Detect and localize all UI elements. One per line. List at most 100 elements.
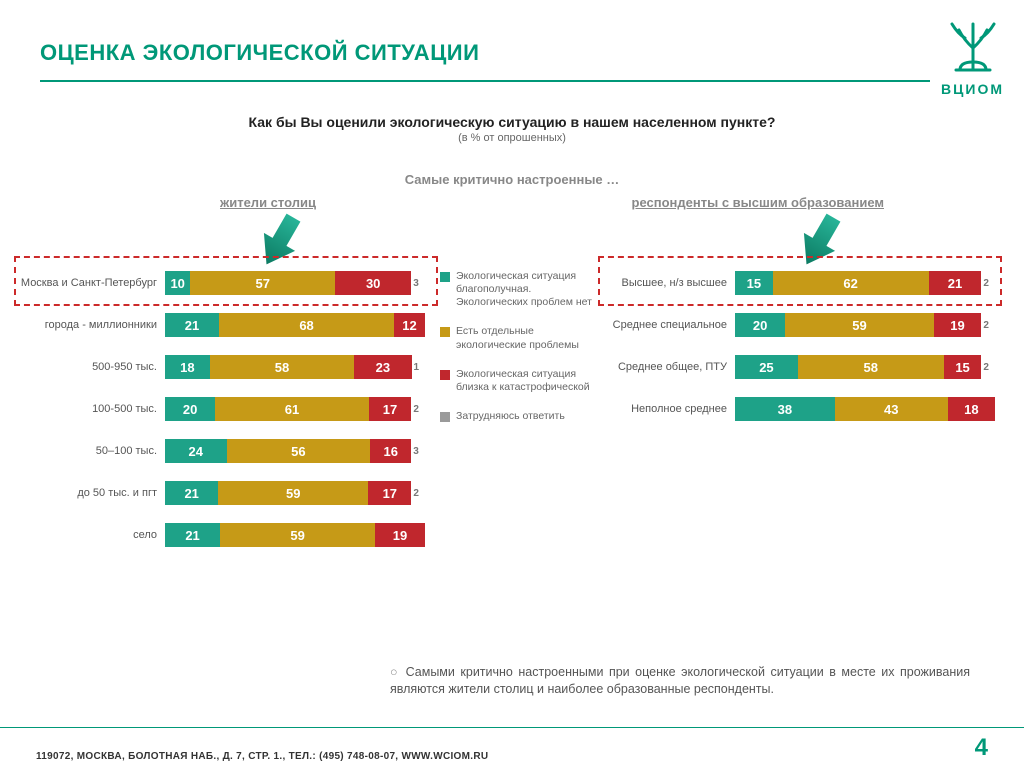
- legend: Экологическая ситуация благополучная. Эк…: [440, 262, 600, 556]
- bar-segment: 15: [735, 271, 773, 295]
- group-label-left: жители столиц: [220, 195, 316, 210]
- brand-text: ВЦИОМ: [941, 81, 1004, 97]
- bar-segment: 58: [210, 355, 354, 379]
- bar-segment: 30: [335, 271, 411, 295]
- row-label: 100-500 тыс.: [20, 403, 165, 416]
- legend-label: Экологическая ситуация близка к катастро…: [456, 368, 600, 394]
- bar-segment: 16: [370, 439, 411, 463]
- bar-segment: 43: [835, 397, 948, 421]
- bar-segment: 20: [735, 313, 785, 337]
- footer-address: 119072, МОСКВА, БОЛОТНАЯ НАБ., Д. 7, СТР…: [36, 751, 488, 762]
- stacked-bar: 1858231: [165, 355, 425, 379]
- bar-segment: 24: [165, 439, 227, 463]
- bar-segment: 61: [215, 397, 368, 421]
- legend-swatch: [440, 412, 450, 422]
- legend-item: Экологическая ситуация благополучная. Эк…: [440, 270, 600, 309]
- stacked-bar: 1562212: [735, 271, 995, 295]
- bar-segment: 18: [948, 397, 995, 421]
- stacked-bar: 2059192: [735, 313, 995, 337]
- question-text: Как бы Вы оценили экологическую ситуацию…: [0, 114, 1024, 130]
- bar-segment: 57: [190, 271, 335, 295]
- legend-label: Есть отдельные экологические проблемы: [456, 325, 600, 351]
- chart-row: 500-950 тыс.1858231: [20, 346, 440, 388]
- page-title: ОЦЕНКА ЭКОЛОГИЧЕСКОЙ СИТУАЦИИ: [40, 40, 984, 66]
- legend-label: Экологическая ситуация благополучная. Эк…: [456, 270, 600, 309]
- bar-segment: 21: [165, 523, 220, 547]
- bar-segment: 19: [934, 313, 982, 337]
- chart-row: до 50 тыс. и пгт2159172: [20, 472, 440, 514]
- bar-segment: 3: [411, 439, 425, 463]
- bar-segment: 17: [369, 397, 412, 421]
- stacked-bar: 215919: [165, 523, 425, 547]
- question-subtext: (в % от опрошенных): [0, 132, 1024, 144]
- stacked-bar: 2061172: [165, 397, 425, 421]
- brand-logo: ВЦИОМ: [941, 18, 1004, 97]
- bar-segment: 12: [394, 313, 425, 337]
- bar-segment: 3: [411, 271, 425, 295]
- row-label: города - миллионники: [20, 319, 165, 332]
- bar-segment: 20: [165, 397, 215, 421]
- legend-swatch: [440, 370, 450, 380]
- legend-label: Затрудняюсь ответить: [456, 410, 565, 423]
- row-label: Москва и Санкт-Петербург: [20, 277, 165, 290]
- chart-row: 100-500 тыс.2061172: [20, 388, 440, 430]
- row-label: до 50 тыс. и пгт: [20, 487, 165, 500]
- legend-item: Есть отдельные экологические проблемы: [440, 325, 600, 351]
- bar-segment: 2: [981, 271, 995, 295]
- row-label: село: [20, 529, 165, 542]
- bar-segment: 21: [929, 271, 982, 295]
- chart-row: 50–100 тыс.2456163: [20, 430, 440, 472]
- row-label: Неполное среднее: [600, 403, 735, 416]
- bar-segment: 62: [773, 271, 929, 295]
- bar-segment: 2: [411, 397, 425, 421]
- stacked-bar: 1057303: [165, 271, 425, 295]
- arrows-row: [0, 210, 1024, 270]
- row-label: Среднее специальное: [600, 319, 735, 332]
- stacked-bar: 2456163: [165, 439, 425, 463]
- bar-segment: 23: [354, 355, 411, 379]
- legend-swatch: [440, 327, 450, 337]
- critic-header: Самые критично настроенные …: [0, 172, 1024, 187]
- charts-area: Москва и Санкт-Петербург1057303города - …: [0, 262, 1024, 556]
- bar-segment: 21: [165, 481, 218, 505]
- bar-segment: 10: [165, 271, 190, 295]
- bar-segment: 2: [981, 355, 995, 379]
- bar-segment: 21: [165, 313, 219, 337]
- group-labels-row: жители столиц респонденты с высшим образ…: [0, 195, 1024, 210]
- arrow-right-icon: [790, 210, 850, 272]
- chart-left: Москва и Санкт-Петербург1057303города - …: [20, 262, 440, 556]
- chart-row: село215919: [20, 514, 440, 556]
- bar-segment: 25: [735, 355, 798, 379]
- legend-swatch: [440, 272, 450, 282]
- stacked-bar: 384318: [735, 397, 995, 421]
- group-label-right: респонденты с высшим образованием: [632, 195, 884, 210]
- bar-segment: 59: [218, 481, 368, 505]
- bar-segment: 17: [368, 481, 411, 505]
- bar-segment: 59: [785, 313, 933, 337]
- row-label: 50–100 тыс.: [20, 445, 165, 458]
- bar-segment: 15: [944, 355, 982, 379]
- bar-segment: 1: [412, 355, 426, 379]
- row-label: Высшее, н/з высшее: [600, 277, 735, 290]
- bar-segment: 2: [981, 313, 995, 337]
- logo-icon: [942, 18, 1004, 74]
- chart-row: города - миллионники216812: [20, 304, 440, 346]
- row-label: Среднее общее, ПТУ: [600, 361, 735, 374]
- legend-item: Затрудняюсь ответить: [440, 410, 600, 423]
- header: ОЦЕНКА ЭКОЛОГИЧЕСКОЙ СИТУАЦИИ: [0, 0, 1024, 92]
- bar-segment: 56: [227, 439, 371, 463]
- bar-segment: 68: [219, 313, 394, 337]
- chart-row: Среднее общее, ПТУ2558152: [600, 346, 1000, 388]
- bar-segment: 59: [220, 523, 375, 547]
- row-label: 500-950 тыс.: [20, 361, 165, 374]
- arrow-left-icon: [250, 210, 310, 272]
- page-number: 4: [975, 734, 988, 762]
- legend-item: Экологическая ситуация близка к катастро…: [440, 368, 600, 394]
- bar-segment: 38: [735, 397, 835, 421]
- chart-right: Высшее, н/з высшее1562212Среднее специал…: [600, 262, 1000, 556]
- bar-segment: 19: [375, 523, 425, 547]
- stacked-bar: 2159172: [165, 481, 425, 505]
- chart-row: Неполное среднее384318: [600, 388, 1000, 430]
- title-rule: [40, 80, 930, 82]
- bar-segment: 58: [798, 355, 944, 379]
